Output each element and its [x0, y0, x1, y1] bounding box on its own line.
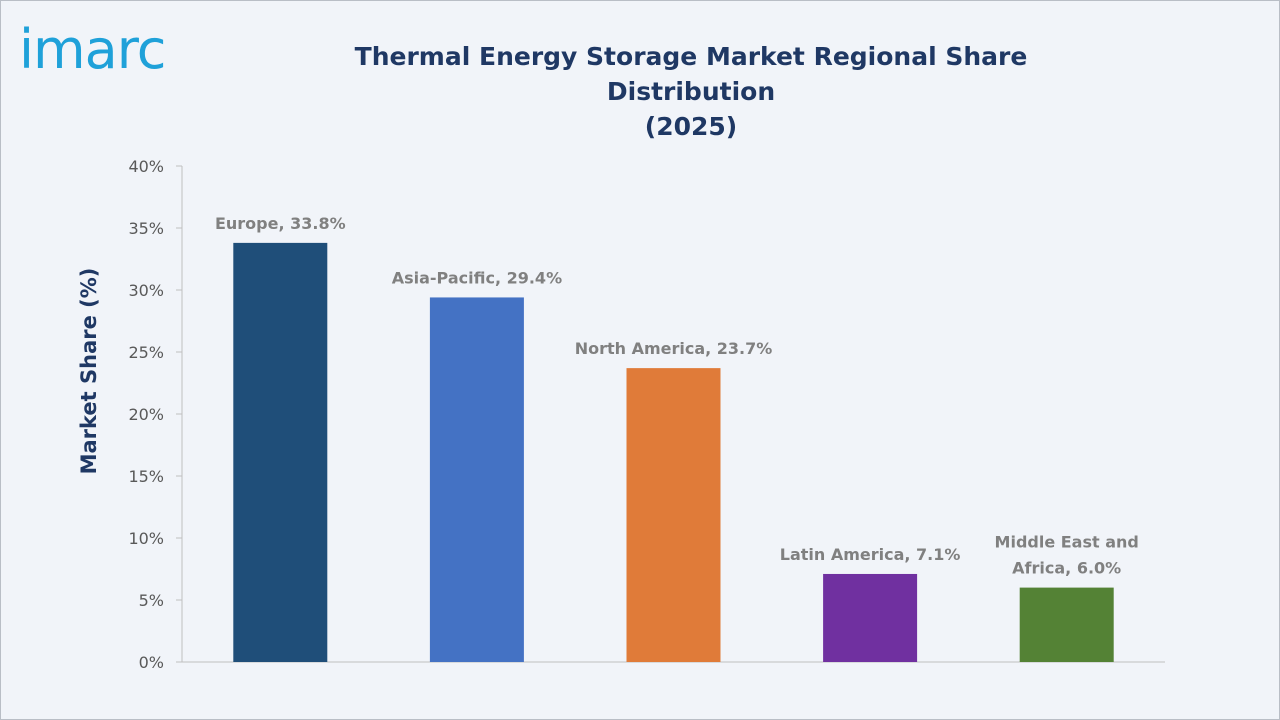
data-label: Latin America, 7.1%: [780, 545, 961, 564]
bar: [429, 297, 524, 662]
data-label: Asia-Pacific, 29.4%: [392, 268, 562, 287]
chart-title: Thermal Energy Storage Market Regional S…: [271, 39, 1111, 144]
y-tick-label: 5%: [139, 591, 164, 610]
bar: [1019, 587, 1114, 662]
chart-title-line-1: Thermal Energy Storage Market Regional S…: [354, 42, 1028, 106]
y-tick-label: 0%: [139, 653, 164, 672]
y-tick-label: 35%: [128, 219, 164, 238]
y-tick-label: 20%: [128, 405, 164, 424]
chart-title-line-2: (2025): [644, 112, 738, 141]
data-label: Africa, 6.0%: [1012, 559, 1121, 578]
bar: [233, 242, 328, 662]
data-label: North America, 23.7%: [575, 339, 773, 358]
y-tick-label: 15%: [128, 467, 164, 486]
data-label: Europe, 33.8%: [215, 214, 346, 233]
imarc-logo: imarc: [19, 18, 166, 81]
y-tick-label: 10%: [128, 529, 164, 548]
y-tick-label: 25%: [128, 343, 164, 362]
y-tick-label: 30%: [128, 281, 164, 300]
data-label: Middle East and: [995, 533, 1139, 552]
bar: [626, 368, 721, 662]
bar: [823, 573, 918, 662]
y-tick-label: 40%: [128, 157, 164, 176]
